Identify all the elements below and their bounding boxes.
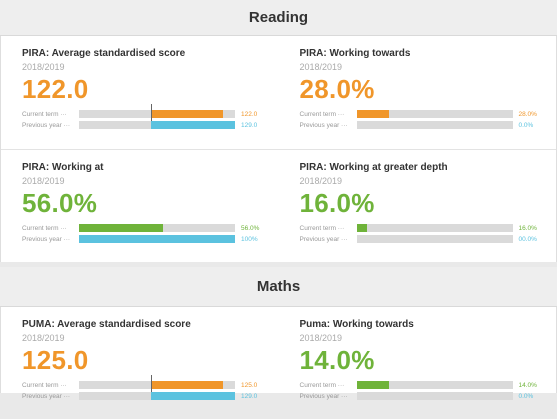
card-title: Puma: Working towards: [299, 319, 414, 330]
metric-card: PUMA: Average standardised score 2018/201…: [1, 307, 279, 400]
bar-value: 0.0%: [518, 121, 534, 129]
card-year: 2018/2019: [299, 176, 343, 186]
bar-value: 122.0: [241, 110, 258, 118]
bar-row: Previous year ··· 129.0: [22, 120, 269, 130]
bar-value: 00.0%: [518, 235, 537, 243]
bar-value: 16.0%: [518, 224, 537, 232]
card-year: 2018/2019: [22, 333, 65, 343]
bar-fill: [79, 235, 235, 243]
bar-row: Current term ··· 14.0%: [300, 380, 547, 390]
bar-track: [356, 381, 513, 389]
bar-row: Current term ··· 125.0: [22, 375, 269, 400]
bar-label: Previous year ···: [299, 392, 348, 400]
bar-label: Current term ···: [22, 110, 67, 118]
bar-label: Previous year ···: [22, 235, 71, 243]
bar-row: Previous year ··· 129.0: [22, 391, 269, 401]
bar-row: Current term ··· 56.0%: [22, 223, 269, 233]
card-title: PIRA: Average standardised score: [22, 48, 186, 59]
metric-card: PIRA: Working towards 2018/2019 28.0% Curre…: [279, 36, 557, 149]
bar-label: Previous year ···: [22, 121, 71, 129]
comparison-bars: Current term ··· 122.0 Previous year ··· 12…: [22, 104, 269, 130]
bar-track: [79, 375, 235, 400]
bar-value: 0.0%: [518, 392, 534, 400]
card-year: 2018/2019: [299, 62, 343, 72]
card-title: PIRA: Working at: [22, 162, 104, 173]
section-gap: [0, 262, 557, 267]
bar-label: Current term ···: [299, 224, 345, 232]
card-value: 28.0%: [299, 74, 375, 104]
bar-track: [356, 110, 513, 118]
comparison-bars: Current term ··· 125.0 Previous year ··· 12…: [22, 375, 269, 401]
bar-value: 125.0: [241, 381, 258, 389]
bar-track: [79, 235, 235, 243]
section-title: Reading: [0, 0, 557, 36]
bar-track: [79, 392, 235, 400]
bar-value: 56.0%: [241, 224, 260, 232]
bar-fill: [150, 121, 235, 129]
card-value: 16.0%: [299, 188, 375, 218]
bar-track: [356, 235, 513, 243]
bar-label: Current term ···: [299, 110, 345, 118]
bar-value: 14.0%: [518, 381, 537, 389]
comparison-bars: Current term ··· 16.0% Previous year ··· 00…: [300, 223, 547, 244]
card-value: 122.0: [22, 74, 89, 104]
card-title: PIRA: Working at greater depth: [299, 162, 448, 173]
bar-value: 28.0%: [518, 110, 537, 118]
card-value: 14.0%: [299, 345, 375, 375]
bar-label: Current term ···: [22, 381, 67, 389]
section-title: Maths: [0, 267, 557, 307]
bar-row: Current term ··· 122.0: [22, 104, 269, 129]
section-maths: Maths PUMA: Average standardised score 201…: [0, 267, 557, 400]
bar-track: [79, 121, 235, 129]
metric-card: PIRA: Working at 2018/2019 56.0% Current te…: [1, 149, 279, 262]
card-year: 2018/2019: [299, 333, 343, 343]
bar-row: Previous year ··· 0.0%: [300, 391, 547, 401]
metric-card: PIRA: Working at greater depth 2018/2019 1…: [278, 149, 556, 262]
bar-fill: [356, 381, 390, 389]
cards-grid: PUMA: Average standardised score 2018/201…: [0, 307, 557, 400]
bar-fill: [356, 224, 368, 232]
metric-card: PIRA: Average standardised score 2018/201…: [1, 36, 279, 149]
marker-line: [150, 375, 152, 400]
cards-grid: PIRA: Average standardised score 2018/201…: [0, 36, 557, 262]
bar-track: [356, 224, 513, 232]
marker-line: [150, 104, 152, 129]
card-title: PIRA: Working towards: [299, 48, 411, 59]
bar-fill: [150, 110, 223, 118]
bar-fill: [356, 110, 390, 118]
bar-fill: [79, 224, 164, 232]
card-value: 56.0%: [22, 188, 98, 218]
metric-card: Puma: Working towards 2018/2019 14.0% Curre…: [279, 307, 557, 400]
card-year: 2018/2019: [22, 62, 65, 72]
bar-track: [356, 392, 513, 400]
bar-track: [356, 121, 513, 129]
bar-value: 129.0: [241, 392, 258, 400]
bar-row: Current term ··· 16.0%: [300, 223, 547, 233]
comparison-bars: Current term ··· 28.0% Previous year ··· 0.…: [300, 109, 547, 130]
card-year: 2018/2019: [22, 176, 65, 186]
bar-label: Previous year ···: [299, 235, 348, 243]
card-title: PUMA: Average standardised score: [22, 319, 191, 330]
comparison-bars: Current term ··· 56.0% Previous year ··· 10…: [22, 223, 269, 244]
bar-value: 129.0: [241, 121, 258, 129]
bar-track: [79, 104, 235, 129]
bar-row: Previous year ··· 00.0%: [300, 234, 547, 244]
bar-row: Previous year ··· 0.0%: [300, 120, 547, 130]
bar-row: Previous year ··· 100%: [22, 234, 269, 244]
bar-fill: [150, 392, 235, 400]
dashboard: Reading PIRA: Average standardised score 2…: [0, 0, 557, 400]
bar-fill: [150, 381, 223, 389]
bar-label: Current term ···: [22, 224, 67, 232]
bar-label: Previous year ···: [299, 121, 348, 129]
bar-label: Previous year ···: [22, 392, 71, 400]
bar-track: [79, 224, 235, 232]
card-value: 125.0: [22, 345, 89, 375]
bar-row: Current term ··· 28.0%: [300, 109, 547, 119]
comparison-bars: Current term ··· 14.0% Previous year ··· 0.…: [300, 380, 547, 401]
section-reading: Reading PIRA: Average standardised score 2…: [0, 0, 557, 262]
bar-value: 100%: [241, 235, 258, 243]
bar-label: Current term ···: [299, 381, 345, 389]
